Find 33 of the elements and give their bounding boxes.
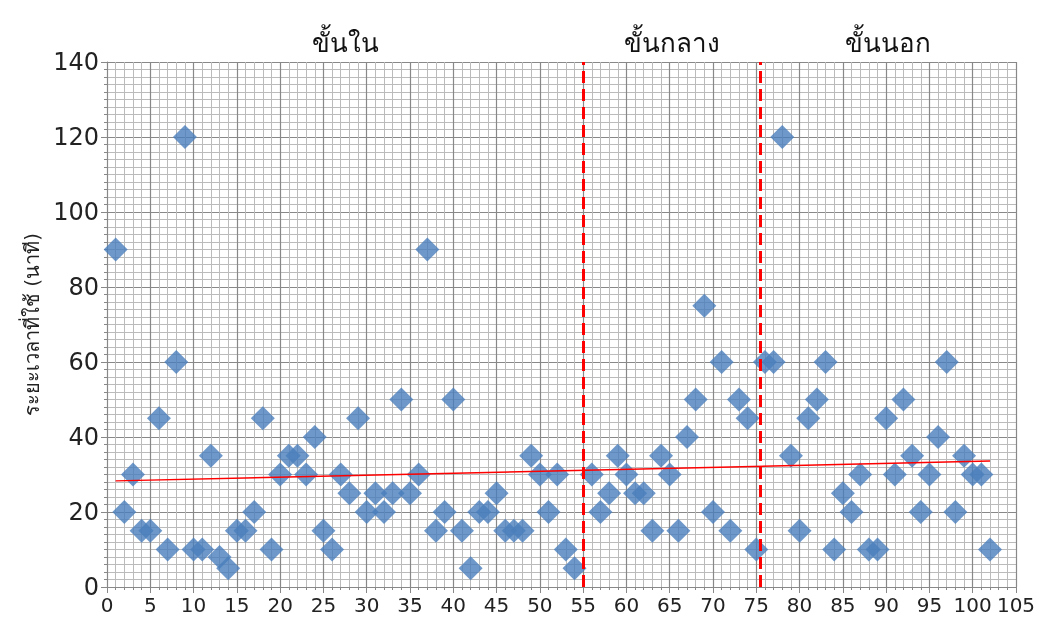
y-tick-label: 120 bbox=[53, 123, 99, 151]
x-tick-label: 100 bbox=[953, 593, 992, 617]
x-tick-label: 75 bbox=[743, 593, 770, 617]
text: ขั้นนอก bbox=[845, 24, 932, 58]
text: ขั้นกลาง bbox=[623, 24, 720, 58]
x-tick-label: 20 bbox=[267, 593, 293, 617]
x-tick-label: 95 bbox=[916, 593, 943, 617]
y-tick-label: 80 bbox=[68, 273, 99, 301]
x-tick-label: 65 bbox=[656, 593, 683, 617]
x-tick-label: 70 bbox=[700, 593, 726, 617]
x-tick-label: 105 bbox=[996, 593, 1036, 617]
y-tick-label: 100 bbox=[53, 198, 99, 226]
x-tick-label: 35 bbox=[397, 593, 423, 617]
y-tick-label: 140 bbox=[53, 48, 99, 76]
x-tick-label: 25 bbox=[310, 593, 337, 617]
text: ขั้นใน bbox=[311, 24, 379, 58]
y-tick-label: 40 bbox=[68, 423, 99, 451]
x-tick-label: 15 bbox=[224, 593, 250, 617]
x-tick-label: 60 bbox=[613, 593, 640, 617]
x-tick-label: 85 bbox=[830, 593, 856, 617]
x-tick-label: 55 bbox=[570, 593, 596, 617]
x-tick-label: 80 bbox=[786, 593, 813, 617]
y-axis-title: ระยะเวลาที่ใช้ (นาที) bbox=[18, 233, 45, 416]
x-tick-label: 45 bbox=[483, 593, 510, 617]
x-tick-label: 5 bbox=[143, 593, 157, 617]
x-tick-label: 10 bbox=[180, 593, 207, 617]
y-tick-label: 60 bbox=[68, 348, 99, 376]
x-tick-label: 0 bbox=[100, 593, 114, 617]
x-tick-label: 30 bbox=[353, 593, 380, 617]
x-tick-label: 50 bbox=[527, 593, 553, 617]
x-tick-label: 40 bbox=[440, 593, 467, 617]
y-tick-label: 20 bbox=[68, 498, 99, 526]
x-tick-label: 90 bbox=[873, 593, 899, 617]
